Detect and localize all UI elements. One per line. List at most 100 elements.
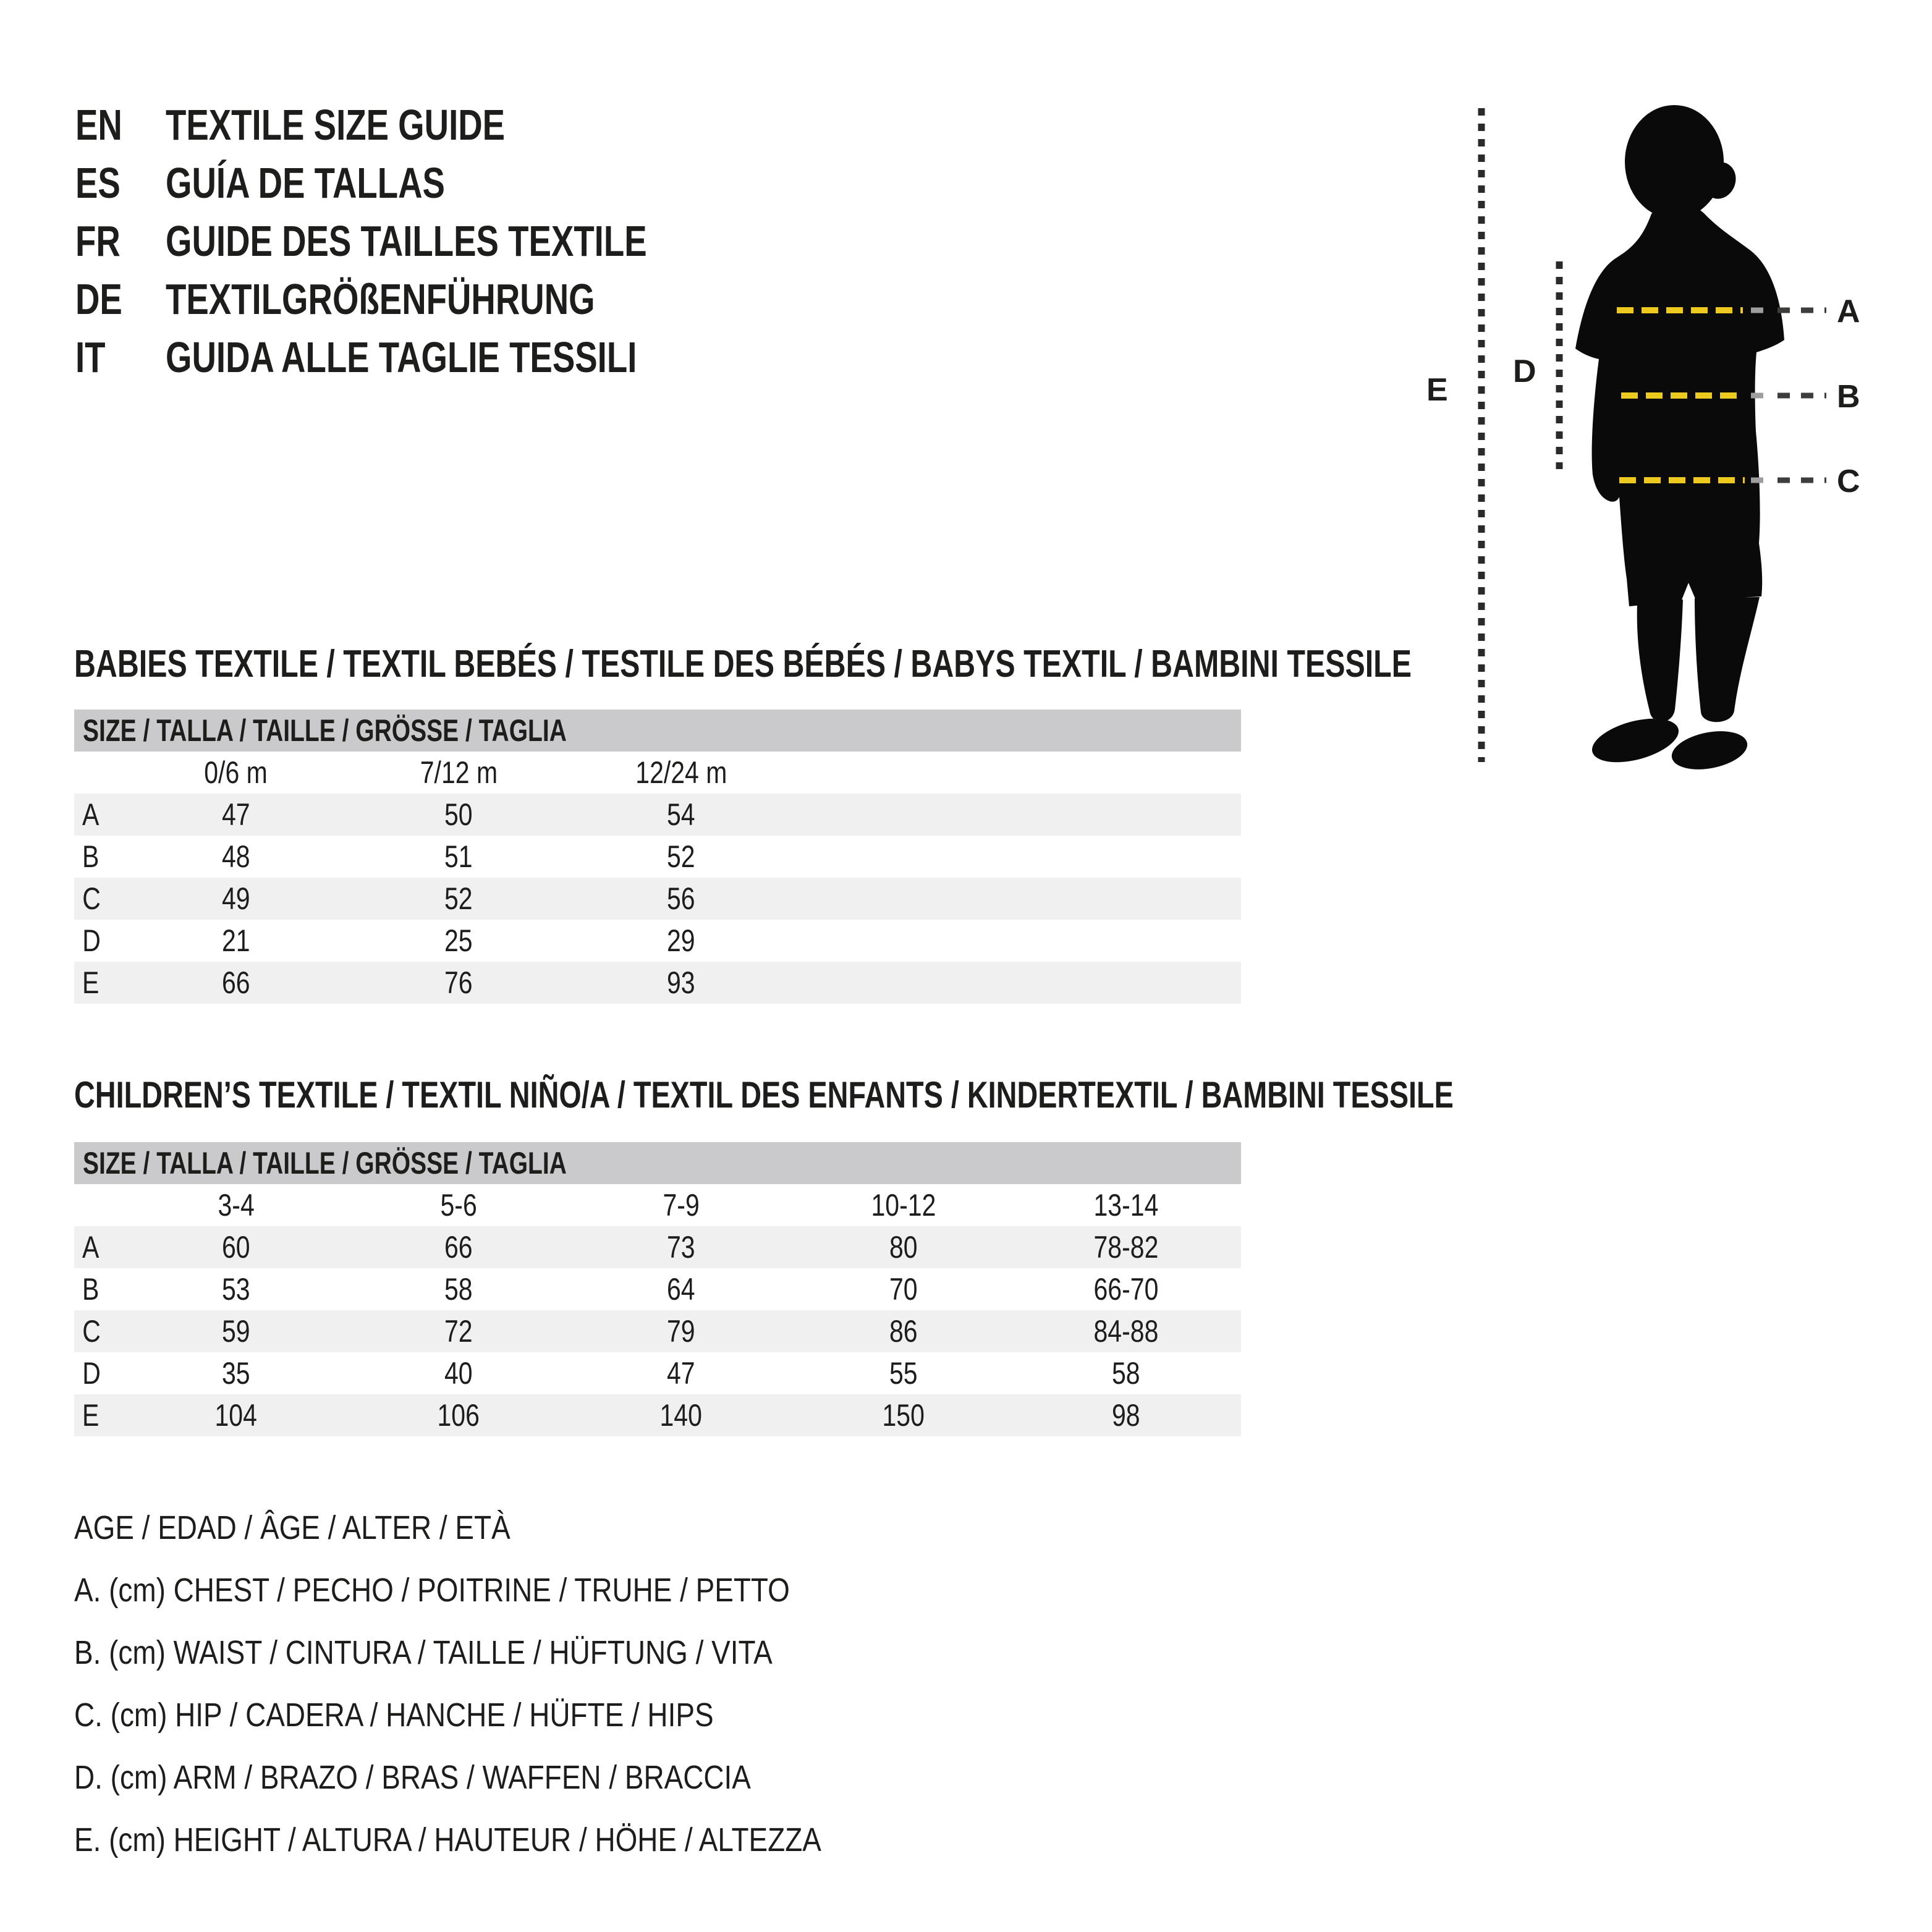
language-title: GUIDA ALLE TAGLIE TESSILI (166, 328, 769, 386)
cell-text: 72 (444, 1314, 473, 1349)
column-header-text: 0/6 m (204, 755, 268, 790)
row-label-text: C (82, 881, 101, 916)
cell-text: 64 (667, 1272, 695, 1307)
language-title-text: GUÍA DE TALLAS (166, 159, 445, 207)
table-cell: 55 (792, 1352, 1015, 1394)
column-header-text: 7-9 (663, 1188, 700, 1222)
table-cell: 66 (125, 962, 347, 1004)
silhouette-body (1575, 203, 1784, 607)
table-cell: 47 (570, 1352, 792, 1394)
cell-text: 47 (667, 1356, 695, 1391)
row-label: D (80, 1352, 103, 1394)
table-cell: 25 (347, 920, 570, 962)
cell-text: 21 (222, 923, 250, 958)
legend-text: B. (cm) WAIST / CINTURA / TAILLE / HÜFTU… (74, 1634, 773, 1671)
legend-chest-line: A. (cm) CHEST / PECHO / POITRINE / TRUHE… (74, 1570, 916, 1611)
language-title-text: GUIDA ALLE TAGLIE TESSILI (166, 333, 637, 381)
row-label-text: B (82, 1272, 100, 1307)
table-cell: 29 (570, 920, 792, 962)
waist-label: B (1837, 379, 1860, 415)
table-cell: 40 (347, 1352, 570, 1394)
silhouette-right-leg (1695, 597, 1760, 722)
row-label: B (80, 1268, 101, 1310)
cell-text: 29 (667, 923, 695, 958)
cell-text: 104 (214, 1398, 258, 1433)
table-cell: 58 (1015, 1352, 1237, 1394)
table-cell: 35 (125, 1352, 347, 1394)
row-label: B (80, 836, 101, 878)
legend-text: C. (cm) HIP / CADERA / HANCHE / HÜFTE / … (74, 1697, 714, 1734)
hip-label: C (1837, 464, 1860, 499)
table-cell: 64 (570, 1268, 792, 1310)
cell-text: 80 (889, 1230, 918, 1265)
table-cell: 84-88 (1015, 1310, 1237, 1352)
table-cell: 79 (570, 1310, 792, 1352)
table-cell: 66-70 (1015, 1268, 1237, 1310)
language-title: GUIDE DES TAILLES TEXTILE (166, 212, 782, 270)
cell-text: 60 (222, 1230, 250, 1265)
table-row: E 104 106 140 150 98 (74, 1394, 1241, 1436)
table-cell: 52 (570, 836, 792, 878)
row-label: E (80, 1394, 101, 1436)
cell-text: 106 (437, 1398, 480, 1433)
table-row: D 21 25 29 (74, 920, 1241, 962)
children-section-title: CHILDREN’S TEXTILE / TEXTIL NIÑO/A / TEX… (74, 1074, 1842, 1116)
cell-text: 79 (667, 1314, 695, 1349)
table-cell: 104 (125, 1394, 347, 1436)
column-header-text: 3-4 (218, 1188, 255, 1222)
cell-text: 84-88 (1093, 1314, 1159, 1349)
table-cell: 86 (792, 1310, 1015, 1352)
cell-text: 52 (444, 881, 473, 916)
column-header: 10-12 (792, 1184, 1015, 1226)
table-cell: 48 (125, 836, 347, 878)
cell-text: 53 (222, 1272, 250, 1307)
column-header: 12/24 m (570, 752, 792, 794)
row-label: A (80, 1226, 101, 1268)
cell-text: 48 (222, 839, 250, 874)
row-label-text: A (82, 797, 100, 832)
column-header: 13-14 (1015, 1184, 1237, 1226)
cell-text: 55 (889, 1356, 918, 1391)
language-title-text: TEXTILE SIZE GUIDE (166, 101, 506, 149)
cell-text: 40 (444, 1356, 473, 1391)
silhouette-hair (1703, 162, 1736, 199)
language-title: TEXTILE SIZE GUIDE (166, 96, 601, 154)
table-cell: 106 (347, 1394, 570, 1436)
table-cell: 73 (570, 1226, 792, 1268)
legend-height-line: E. (cm) HEIGHT / ALTURA / HAUTEUR / HÖHE… (74, 1820, 953, 1860)
row-label-text: C (82, 1314, 101, 1349)
row-label-text: E (82, 1398, 100, 1433)
table-cell: 56 (570, 878, 792, 920)
language-title: TEXTILGRÖßENFÜHRUNG (166, 270, 716, 328)
silhouette-right-foot (1671, 731, 1748, 769)
table-cell: 52 (347, 878, 570, 920)
cell-text: 56 (667, 881, 695, 916)
language-code-text: ES (75, 159, 121, 207)
table-cell: 59 (125, 1310, 347, 1352)
cell-text: 93 (667, 965, 695, 1000)
language-title: GUÍA DE TALLAS (166, 154, 523, 212)
language-code-text: FR (75, 217, 121, 265)
row-label-text: A (82, 1230, 100, 1265)
children-size-header-band: SIZE / TALLA / TAILLE / GRÖSSE / TAGLIA (74, 1142, 1241, 1184)
column-header: 7/12 m (347, 752, 570, 794)
arm-label: D (1513, 354, 1536, 389)
language-code: EN (75, 96, 166, 154)
cell-text: 51 (444, 839, 473, 874)
child-silhouette (1575, 105, 1784, 769)
table-row: B 48 51 52 (74, 836, 1241, 878)
table-cell: 72 (347, 1310, 570, 1352)
legend-waist-line: B. (cm) WAIST / CINTURA / TAILLE / HÜFTU… (74, 1632, 896, 1673)
table-cell: 76 (347, 962, 570, 1004)
table-row: D 35 40 47 55 58 (74, 1352, 1241, 1394)
cell-text: 58 (444, 1272, 473, 1307)
language-title-text: TEXTILGRÖßENFÜHRUNG (166, 275, 595, 323)
cell-text: 66 (444, 1230, 473, 1265)
table-row: C 59 72 79 86 84-88 (74, 1310, 1241, 1352)
list-item: DE TEXTILGRÖßENFÜHRUNG (75, 270, 782, 328)
language-title-list: EN TEXTILE SIZE GUIDE ES GUÍA DE TALLAS … (75, 96, 782, 386)
legend-text: A. (cm) CHEST / PECHO / POITRINE / TRUHE… (74, 1572, 790, 1609)
legend-text: D. (cm) ARM / BRAZO / BRAS / WAFFEN / BR… (74, 1759, 751, 1796)
table-row: E 66 76 93 (74, 962, 1241, 1004)
